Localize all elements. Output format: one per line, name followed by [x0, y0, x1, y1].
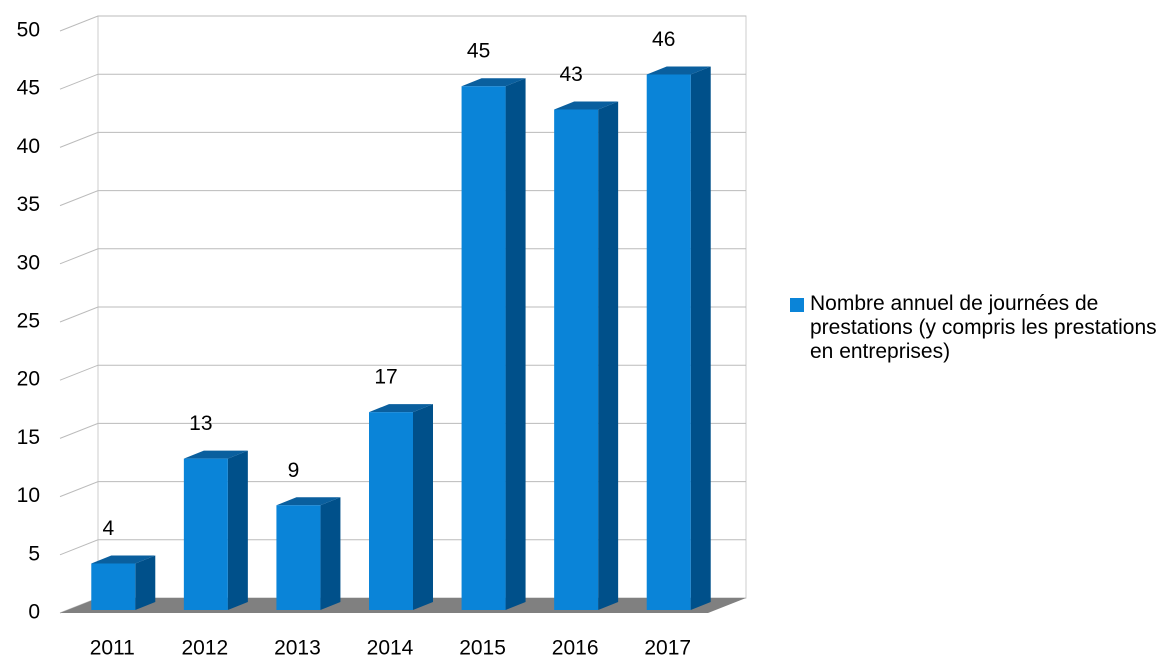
bar-side [413, 404, 433, 610]
y-tick-label: 5 [28, 542, 40, 565]
bar [554, 101, 619, 610]
grid-line [59, 422, 746, 439]
data-label: 4 [102, 517, 114, 540]
x-tick-label: 2015 [459, 637, 506, 660]
bar-top [461, 78, 526, 87]
bar-top [183, 450, 248, 459]
bar-top [646, 66, 711, 75]
y-tick-label: 45 [17, 77, 40, 100]
bar-front [461, 86, 506, 610]
x-tick-label: 2016 [552, 637, 599, 660]
bar-front [91, 563, 136, 610]
data-label: 13 [189, 412, 212, 435]
grid-line [59, 131, 746, 148]
y-tick-label: 30 [17, 251, 40, 274]
bar-top [276, 497, 341, 506]
bar-top [369, 404, 433, 413]
bar [461, 78, 526, 610]
legend-swatch [790, 298, 804, 312]
grid-line [59, 248, 746, 265]
bar [91, 555, 156, 610]
data-label: 46 [652, 28, 675, 51]
y-tick-label: 25 [17, 310, 40, 333]
bar-side [598, 101, 619, 610]
bar-top [91, 555, 156, 564]
grid-line [59, 73, 746, 90]
y-tick-label: 0 [28, 601, 40, 624]
grid-line [59, 539, 746, 556]
y-tick-label: 10 [17, 484, 40, 507]
grid-line [59, 306, 746, 323]
y-tick-label: 20 [17, 368, 40, 391]
bar-front [183, 458, 228, 610]
x-tick-label: 2011 [90, 637, 135, 660]
legend: Nombre annuel de journées de prestations… [790, 292, 1160, 364]
grid-line [59, 364, 746, 381]
data-label: 43 [559, 63, 582, 86]
bar-front [646, 74, 691, 610]
bar-front [369, 412, 413, 610]
bar-side [505, 78, 526, 610]
y-tick-label: 50 [17, 19, 40, 42]
bar-side [135, 555, 156, 610]
legend-label: Nombre annuel de journées de prestations… [810, 292, 1157, 363]
bar-side [227, 450, 248, 610]
bar [276, 497, 341, 610]
y-tick-label: 40 [17, 135, 40, 158]
x-tick-label: 2013 [274, 637, 321, 660]
y-tick-label: 35 [17, 193, 40, 216]
bar-side [320, 497, 341, 610]
x-tick-label: 2014 [367, 637, 414, 660]
grid-line [59, 15, 746, 32]
bar-front [276, 505, 321, 610]
x-tick-label: 2012 [181, 637, 228, 660]
data-label: 45 [467, 40, 490, 63]
bar [183, 450, 248, 610]
bar [646, 66, 711, 610]
y-tick-label: 15 [17, 426, 40, 449]
bar-front [554, 109, 599, 610]
bar-side [690, 66, 711, 610]
bar [369, 404, 433, 610]
data-label: 9 [288, 459, 300, 482]
bar-top [554, 101, 619, 110]
grid-line [59, 481, 746, 498]
grid-line [59, 190, 746, 207]
data-label: 17 [374, 366, 397, 389]
x-tick-label: 2017 [644, 637, 691, 660]
